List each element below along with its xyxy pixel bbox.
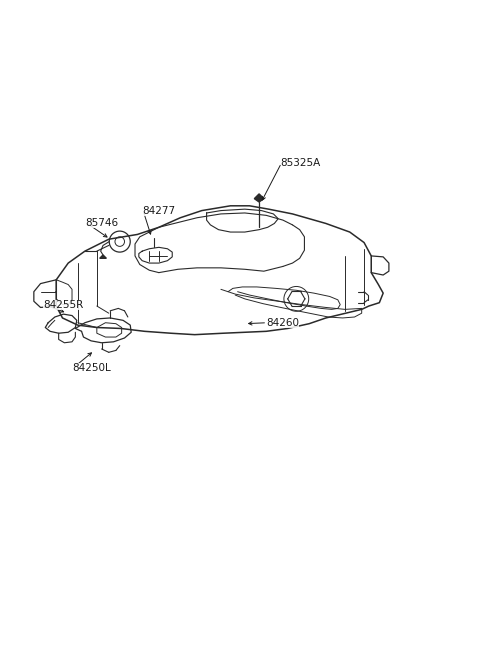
Text: 85746: 85746	[85, 217, 118, 227]
Text: 84255R: 84255R	[43, 299, 84, 310]
Text: 85325A: 85325A	[281, 158, 321, 168]
Polygon shape	[254, 194, 264, 202]
Polygon shape	[100, 255, 107, 258]
Text: 84260: 84260	[266, 318, 299, 328]
Text: 84250L: 84250L	[72, 363, 111, 373]
Text: 84277: 84277	[142, 206, 175, 215]
